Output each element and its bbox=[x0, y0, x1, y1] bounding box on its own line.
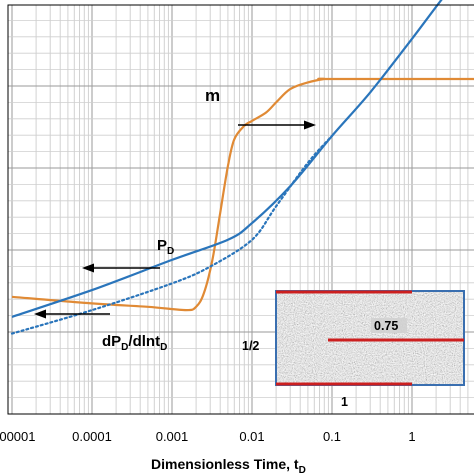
pd-label-main: P bbox=[157, 237, 167, 254]
x-axis-title-sub: D bbox=[299, 465, 306, 474]
annotation-arrows bbox=[34, 120, 316, 319]
x-axis-title: Dimensionless Time, tD bbox=[151, 456, 306, 474]
dpd-label: dPD/dlntD bbox=[102, 333, 167, 353]
x-tick-label: 0.00001 bbox=[0, 429, 36, 444]
x-tick-label: 1 bbox=[408, 429, 415, 444]
inset-texture bbox=[276, 291, 464, 385]
dpd-label-mid: /dlnt bbox=[128, 333, 160, 350]
dpd-arrowhead bbox=[34, 309, 46, 319]
inset-diagram: 0.75 1/2 1 bbox=[242, 290, 465, 409]
pd-label-sub: D bbox=[167, 246, 174, 257]
inset-center-label: 0.75 bbox=[374, 319, 398, 333]
m-curve bbox=[11, 77, 474, 312]
dpd-label-main: dP bbox=[102, 333, 121, 350]
x-tick-label: 0.001 bbox=[156, 429, 189, 444]
dpd-dlntd-curve bbox=[10, 134, 334, 335]
inset-left-label: 1/2 bbox=[242, 339, 259, 353]
pd-arrowhead bbox=[82, 263, 94, 273]
dpd-label-sub2: D bbox=[160, 342, 167, 353]
center-label-bg bbox=[371, 318, 407, 333]
x-axis-title-main: Dimensionless Time, t bbox=[151, 456, 299, 472]
m-arrowhead bbox=[304, 120, 316, 130]
plot-frame bbox=[7, 4, 474, 415]
x-tick-labels: 0.00001 0.0001 0.001 0.01 0.1 1 bbox=[0, 429, 416, 444]
m-label: m bbox=[205, 86, 220, 105]
inset-bottom-label: 1 bbox=[341, 395, 348, 409]
x-tick-label: 0.01 bbox=[239, 429, 264, 444]
series-layer bbox=[10, 0, 474, 335]
x-tick-label: 0.0001 bbox=[72, 429, 112, 444]
x-tick-label: 0.1 bbox=[323, 429, 341, 444]
pd-label: PD bbox=[157, 237, 174, 257]
dpd-label-sub: D bbox=[121, 342, 128, 353]
